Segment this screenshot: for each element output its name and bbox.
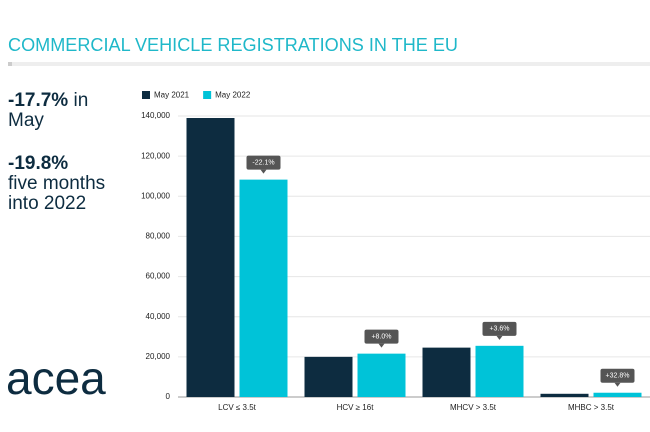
highlight-text: in May [8,90,89,131]
callout-pointer [260,169,267,174]
callout-pointer [496,335,503,340]
bar [422,347,471,397]
callout-pointer [378,343,385,348]
y-tick-label: 120,000 [141,151,170,160]
highlight-text: five months into 2022 [8,173,106,214]
bar [239,179,288,397]
bar [475,345,524,397]
bar [304,356,353,397]
legend-label: May 2022 [215,91,251,100]
title: COMMERCIAL VEHICLE REGISTRATIONS IN THE … [8,35,458,55]
legend-swatch [203,91,212,99]
callout-label: +3.6% [489,326,509,333]
y-tick-label: 0 [166,392,171,401]
callout-pointer [614,382,621,387]
callout-label: +8.0% [371,333,391,340]
y-tick-label: 140,000 [141,111,170,120]
highlight-value: -19.8% [8,153,69,174]
bar [357,353,406,397]
x-tick-label: LCV ≤ 3.5t [218,403,257,412]
y-tick-label: 40,000 [146,312,171,321]
x-tick-label: MHBC > 3.5t [568,403,615,412]
x-tick-label: HCV ≥ 16t [337,403,375,412]
callout-label: +32.8% [606,373,630,380]
bar [540,393,589,397]
callout-box [364,329,399,344]
highlight: -19.8% five months into 2022 [8,154,116,214]
bar [186,118,235,397]
highlight: -17.7% in May [8,91,116,131]
highlight-value: -17.7% [8,90,69,111]
legend-label: May 2021 [154,91,190,100]
callout-label: -22.1% [252,159,274,166]
y-tick-label: 80,000 [146,232,171,241]
bar [593,392,642,397]
legend-swatch [142,91,150,99]
y-tick-label: 60,000 [146,272,171,281]
title-rule [8,62,650,66]
callout-box [246,155,281,170]
callout-box [600,368,635,383]
callout-box [482,321,517,336]
y-tick-label: 20,000 [146,352,171,361]
title-rule-accent [8,62,12,66]
y-tick-label: 100,000 [141,191,170,200]
x-tick-label: MHCV > 3.5t [450,403,497,412]
logo: acea [6,352,106,404]
